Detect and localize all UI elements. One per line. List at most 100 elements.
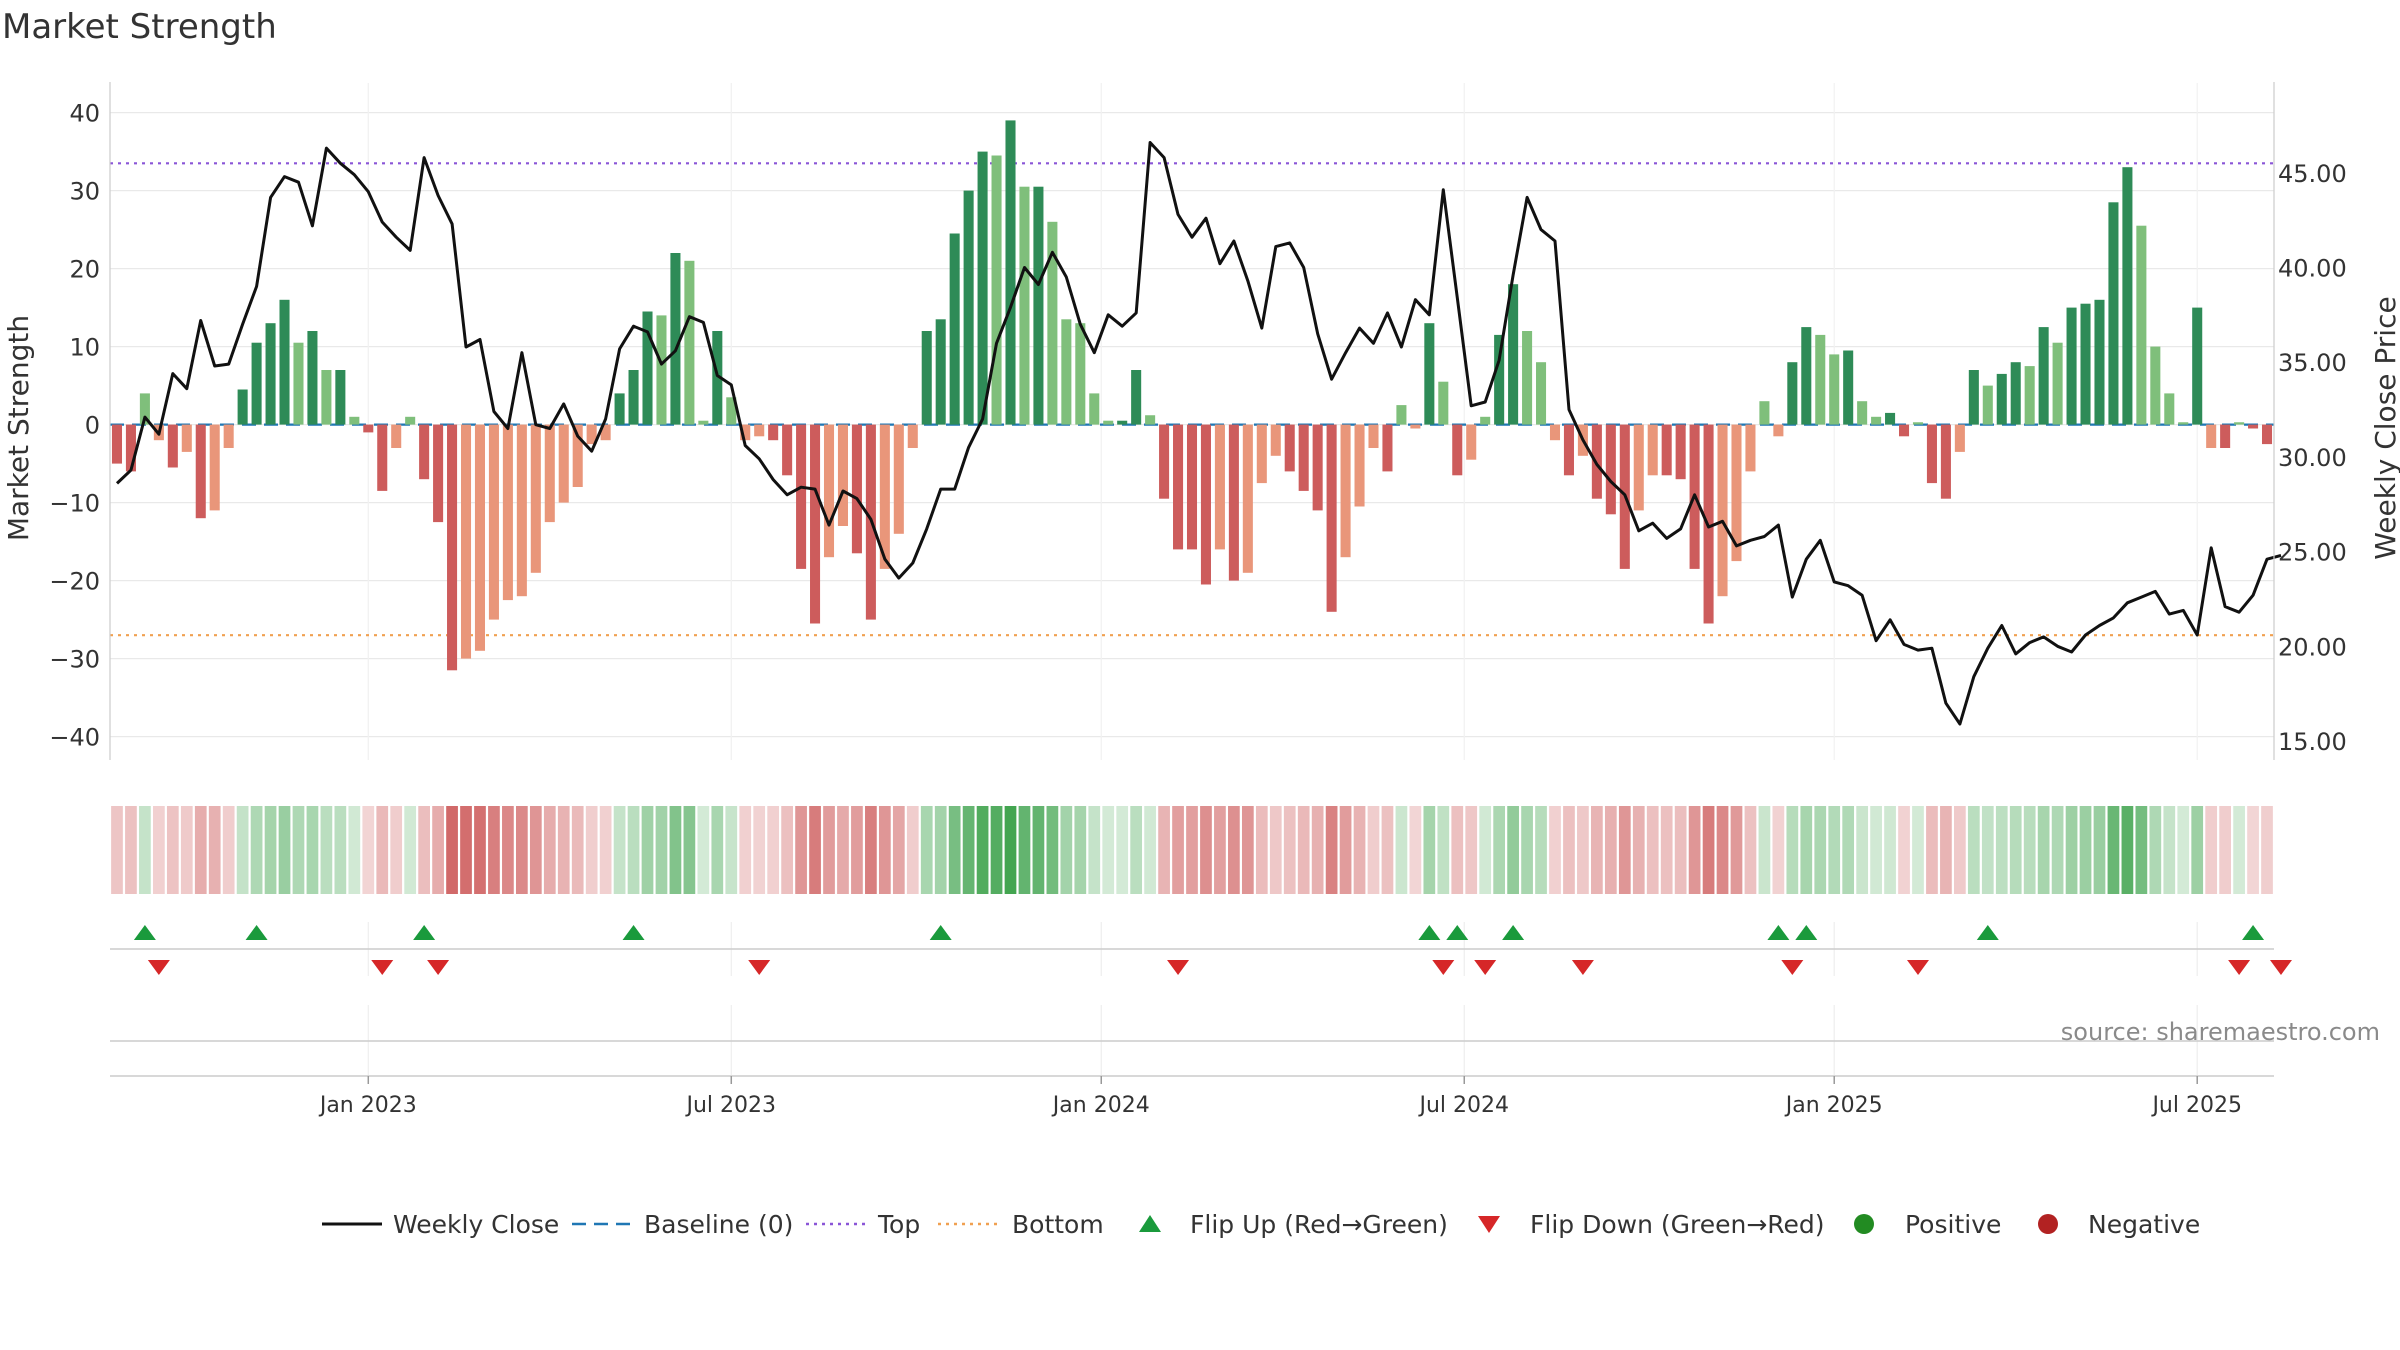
flip-up-marker [245, 925, 268, 940]
strength-bar [2024, 366, 2035, 425]
strength-bar [279, 299, 290, 425]
strength-bar [1885, 412, 1896, 425]
weekly-close-line-layer [115, 141, 2282, 726]
heat-cell [2079, 806, 2092, 894]
heat-cell [1940, 806, 1952, 894]
x-tick-label: Jan 2025 [1784, 1093, 1883, 1118]
strength-bar [698, 420, 709, 425]
heat-cell [111, 806, 123, 894]
heat-cell [823, 806, 835, 894]
heat-cell [362, 806, 375, 894]
y-tick-label: −10 [49, 490, 100, 518]
heat-cell [725, 806, 738, 894]
strength-bar [1354, 424, 1365, 507]
strength-bar [879, 424, 890, 569]
heat-cell [1716, 806, 1729, 894]
heat-cell [1283, 806, 1296, 894]
heat-cell [180, 806, 193, 894]
heat-cell [1395, 806, 1408, 894]
flip-up-marker [1502, 925, 1525, 940]
strength-bar [2122, 167, 2133, 425]
heat-cell [250, 806, 263, 894]
heat-cell [278, 806, 291, 894]
strength-bar [1536, 362, 1547, 425]
strength-bar [265, 323, 276, 425]
heat-cell [1870, 806, 1882, 894]
strength-bar [125, 424, 136, 472]
heat-cell [543, 806, 556, 894]
strength-bar [1270, 424, 1281, 456]
heat-cell [1353, 806, 1366, 894]
strength-bar [1940, 424, 1951, 499]
strength-bar [1633, 424, 1644, 511]
strength-bar [1731, 424, 1742, 562]
strength-bar [2150, 346, 2161, 425]
heat-cell [1926, 806, 1938, 894]
strength-bar [656, 315, 667, 425]
heat-cell [348, 806, 361, 894]
strength-bar [1368, 424, 1379, 448]
strength-bar [1675, 424, 1686, 480]
strength-bar [433, 424, 444, 523]
strength-bar [628, 370, 639, 425]
strength-bar [1047, 221, 1058, 425]
flip-up-marker [133, 925, 156, 940]
heat-cell [2233, 806, 2245, 894]
heat-cell [1465, 806, 1478, 894]
strength-bar [1284, 424, 1295, 472]
heat-cell [1186, 806, 1198, 894]
strength-bar [2164, 393, 2175, 425]
y-tick-label: −40 [49, 724, 100, 752]
strength-bar [2066, 307, 2077, 425]
strength-bar [558, 424, 569, 503]
flip-up-marker [1795, 925, 1818, 940]
heat-cell [1577, 806, 1589, 894]
strength-bar [488, 424, 499, 620]
heat-cell [669, 806, 682, 894]
heat-cell [1241, 806, 1254, 894]
strength-bar [251, 342, 262, 425]
strength-bar [1745, 424, 1756, 472]
strength-bar [516, 424, 527, 597]
heat-cell [1674, 806, 1687, 894]
heat-cell [627, 806, 640, 894]
strength-bar [670, 253, 681, 425]
heat-cell [739, 806, 752, 894]
heat-cell [1381, 806, 1394, 894]
heat-cell [1981, 806, 1994, 894]
strength-bar [349, 416, 360, 425]
heat-cell [515, 806, 528, 894]
heat-cell [1311, 806, 1324, 894]
heat-cell [1632, 806, 1645, 894]
heat-cell [585, 806, 598, 894]
heat-cell [767, 806, 780, 894]
strength-bar [1326, 424, 1337, 612]
strength-bar [195, 424, 206, 519]
strength-bar [2192, 307, 2203, 425]
strength-bar [363, 424, 374, 433]
heat-cell [1046, 806, 1059, 894]
heat-cell [2051, 806, 2064, 894]
strength-bar [1563, 424, 1574, 476]
strength-bar [893, 424, 904, 534]
strength-bar [377, 424, 388, 491]
heat-cell [334, 806, 347, 894]
heat-cell [1591, 806, 1603, 894]
heat-cell [683, 806, 696, 894]
strength-bar [223, 424, 234, 448]
flip-up-marker [1446, 925, 1469, 940]
heat-cell [1088, 806, 1101, 894]
y2-tick-label: 20.00 [2278, 633, 2347, 661]
strength-bar [2080, 303, 2091, 425]
heat-cell [1130, 806, 1143, 894]
heat-cell [1297, 806, 1310, 894]
heat-cell [306, 806, 319, 894]
strength-bar [1424, 323, 1435, 425]
strength-bar [768, 424, 779, 441]
strength-bar [1033, 186, 1044, 425]
heat-cell [865, 806, 877, 894]
strength-bar [405, 416, 416, 425]
heat-cell [1618, 806, 1631, 894]
flip-down-marker [1906, 960, 1929, 975]
